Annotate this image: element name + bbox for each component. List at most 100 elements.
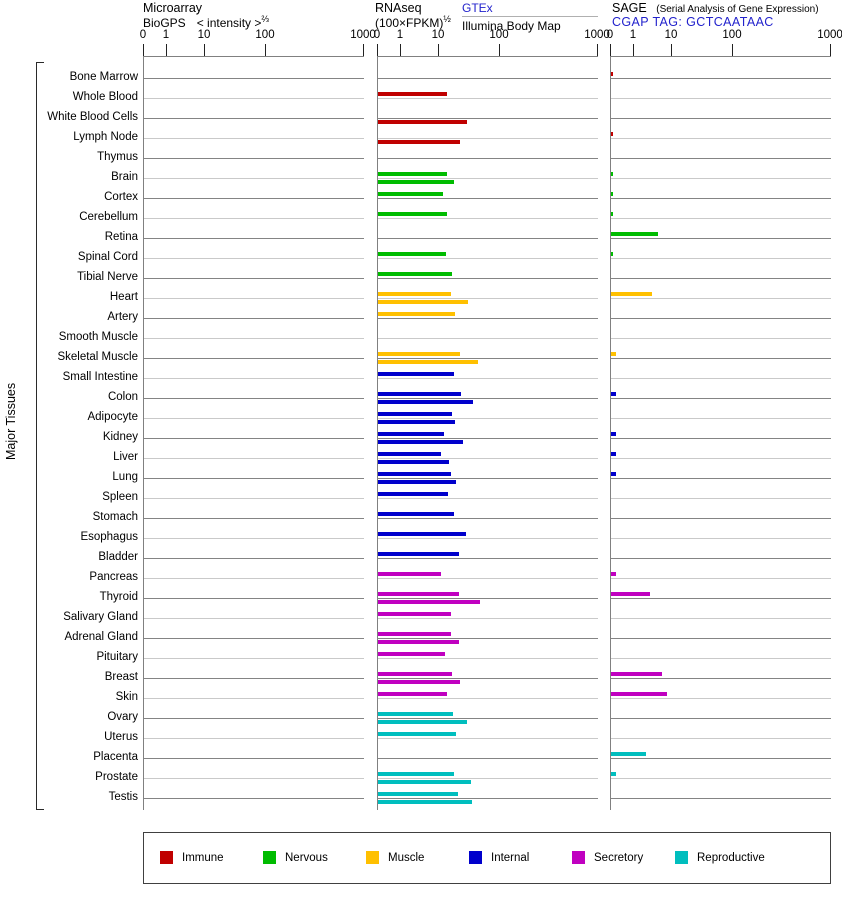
bar-sage_cgap — [611, 212, 613, 216]
bar-illumina_body_map — [378, 480, 456, 484]
rnaseq-panel-subtitle: (100×FPKM)½ — [375, 15, 451, 31]
bar-gtex — [378, 312, 455, 316]
bar-gtex — [378, 372, 454, 376]
row-gridline — [611, 658, 831, 659]
tissue-label: Small Intestine — [62, 371, 138, 383]
row-gridline — [144, 678, 364, 679]
row-gridline — [144, 478, 364, 479]
tissue-label: Salivary Gland — [63, 611, 138, 623]
axis-tick-rnaseq-10 — [438, 44, 439, 56]
bar-illumina_body_map — [378, 680, 460, 684]
row-gridline — [611, 578, 831, 579]
row-gridline — [144, 498, 364, 499]
tissue-label: Stomach — [92, 511, 138, 523]
legend-swatch-internal — [469, 851, 482, 864]
tissue-label: Ovary — [107, 711, 138, 723]
tissue-label: Spinal Cord — [77, 251, 138, 263]
bar-gtex — [378, 412, 452, 416]
row-gridline — [144, 378, 364, 379]
bar-illumina_body_map — [378, 640, 459, 644]
bar-gtex — [378, 552, 459, 556]
row-gridline — [144, 78, 364, 79]
tissue-label: Liver — [113, 451, 138, 463]
bar-gtex — [378, 612, 451, 616]
row-gridline — [144, 738, 364, 739]
row-gridline — [611, 638, 831, 639]
tissue-label: Kidney — [102, 431, 138, 443]
bar-gtex — [378, 672, 452, 676]
row-gridline — [378, 498, 598, 499]
tissue-label: Lymph Node — [73, 131, 138, 143]
row-gridline — [611, 758, 831, 759]
bracket-top-serif — [36, 62, 44, 63]
row-gridline — [144, 118, 364, 119]
row-gridline — [611, 118, 831, 119]
row-gridline — [378, 398, 598, 399]
row-gridline — [611, 498, 831, 499]
bar-gtex — [378, 792, 458, 796]
row-gridline — [378, 138, 598, 139]
row-gridline — [144, 618, 364, 619]
bar-gtex — [378, 512, 454, 516]
row-gridline — [611, 258, 831, 259]
row-gridline — [378, 118, 598, 119]
row-gridline — [144, 218, 364, 219]
bar-gtex — [378, 732, 456, 736]
bar-gtex — [378, 712, 453, 716]
gtex-link[interactable]: GTEx — [462, 1, 493, 15]
tissue-label: Skeletal Muscle — [57, 351, 138, 363]
bar-gtex — [378, 692, 447, 696]
tissue-label: Artery — [107, 311, 138, 323]
row-gridline — [378, 318, 598, 319]
row-gridline — [611, 518, 831, 519]
row-gridline — [144, 318, 364, 319]
row-gridline — [378, 638, 598, 639]
tissue-label: White Blood Cells — [47, 111, 138, 123]
row-gridline — [611, 198, 831, 199]
row-gridline — [611, 738, 831, 739]
row-gridline — [611, 418, 831, 419]
row-gridline — [611, 398, 831, 399]
row-gridline — [144, 658, 364, 659]
bar-illumina_body_map — [378, 460, 449, 464]
microarray-panel-subtitle: BioGPS < intensity >⅔ — [143, 15, 269, 31]
bar-sage_cgap — [611, 192, 613, 196]
tissue-label: Retina — [104, 231, 138, 243]
gtex-divider-line — [462, 16, 598, 17]
bar-gtex — [378, 472, 451, 476]
row-gridline — [378, 278, 598, 279]
row-gridline — [144, 138, 364, 139]
microarray-metric-label: < intensity > — [196, 16, 262, 30]
row-gridline — [611, 378, 831, 379]
axis-tick-label-rnaseq-10: 10 — [431, 29, 445, 41]
bar-sage_cgap — [611, 232, 658, 236]
tissue-label: Esophagus — [80, 531, 138, 543]
row-gridline — [378, 198, 598, 199]
tissue-label: Pituitary — [96, 651, 138, 663]
sage-title-note: (Serial Analysis of Gene Expression) — [656, 4, 819, 15]
axis-tick-label-sage-1000: 1000 — [817, 29, 842, 41]
tissue-label: Prostate — [95, 771, 138, 783]
tissue-label: Skin — [115, 691, 138, 703]
axis-vertical-sage — [610, 56, 611, 810]
row-gridline — [611, 558, 831, 559]
bracket-bottom-serif — [36, 809, 44, 810]
axis-tick-label-rnaseq-1: 1 — [396, 29, 404, 41]
cgap-tag-link[interactable]: CGAP TAG: GCTCAATAAC — [612, 15, 774, 29]
legend-label-muscle: Muscle — [388, 851, 425, 864]
row-gridline — [144, 398, 364, 399]
axis-tick-label-microarray-1000: 1000 — [350, 29, 376, 41]
bar-illumina_body_map — [378, 400, 473, 404]
bar-sage_cgap — [611, 172, 613, 176]
legend-swatch-nervous — [263, 851, 276, 864]
bar-illumina_body_map — [378, 600, 480, 604]
row-gridline — [144, 278, 364, 279]
bar-gtex — [378, 492, 448, 496]
row-gridline — [378, 158, 598, 159]
bar-gtex — [378, 352, 460, 356]
axis-baseline-microarray — [143, 56, 364, 57]
row-gridline — [378, 178, 598, 179]
axis-tick-label-microarray-100: 100 — [255, 29, 275, 41]
bar-sage_cgap — [611, 672, 662, 676]
row-gridline — [611, 138, 831, 139]
